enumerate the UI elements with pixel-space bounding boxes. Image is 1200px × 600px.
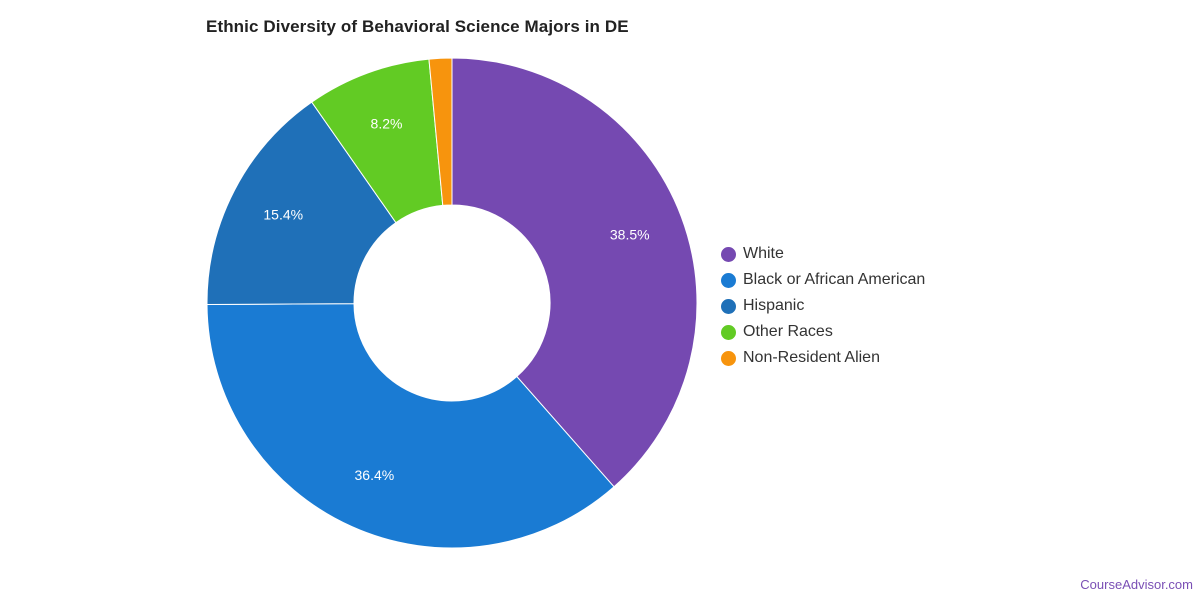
legend-label: White: [743, 245, 784, 262]
chart-legend: White Black or African American Hispanic Ot…: [721, 241, 925, 371]
legend-label: Other Races: [743, 323, 833, 340]
legend-item-non-resident-alien[interactable]: Non-Resident Alien: [721, 345, 925, 371]
slice-hispanic[interactable]: [206, 101, 397, 306]
slice-label-white: 38.5%: [610, 227, 650, 243]
slice-white[interactable]: [451, 57, 698, 488]
legend-item-white[interactable]: White: [721, 241, 925, 267]
legend-item-other-races[interactable]: Other Races: [721, 319, 925, 345]
footer-credit[interactable]: CourseAdvisor.com: [1080, 577, 1193, 592]
slice-labels: 38.5% 36.4% 15.4% 8.2%: [263, 115, 649, 483]
slice-label-hispanic: 15.4%: [263, 206, 303, 222]
legend-swatch: [721, 350, 736, 366]
donut-slices: [206, 57, 698, 549]
legend-item-black-or-african-american[interactable]: Black or African American: [721, 267, 925, 293]
slice-label-black-or-african-american: 36.4%: [355, 467, 395, 483]
legend-swatch: [721, 298, 736, 314]
legend-label: Hispanic: [743, 297, 805, 314]
legend-swatch: [721, 272, 736, 288]
slice-black-or-african-american[interactable]: [206, 303, 615, 549]
slice-non-resident-alien[interactable]: [428, 57, 453, 206]
legend-label: Black or African American: [743, 271, 926, 288]
legend-swatch: [721, 246, 736, 262]
slice-label-other-races: 8.2%: [371, 115, 403, 131]
legend-label: Non-Resident Alien: [743, 349, 880, 366]
legend-item-hispanic[interactable]: Hispanic: [721, 293, 925, 319]
legend-swatch: [721, 324, 736, 340]
chart-title: Ethnic Diversity of Behavioral Science M…: [206, 17, 629, 36]
